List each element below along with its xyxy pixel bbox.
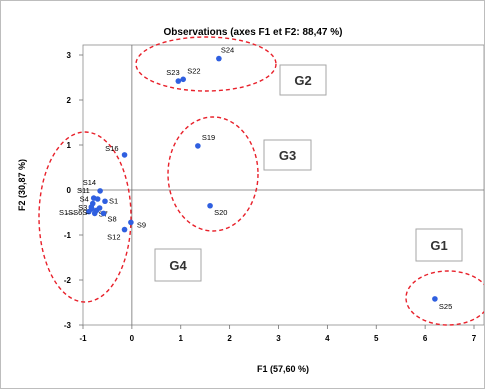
x-tick-label: 7 bbox=[472, 334, 477, 343]
group-annotations: G2 G3 G4 G1 bbox=[38, 36, 484, 326]
y-tick-label: -2 bbox=[64, 276, 72, 285]
data-point bbox=[207, 202, 213, 209]
point-label: S23 bbox=[166, 68, 179, 77]
group-ellipse bbox=[135, 36, 277, 92]
x-axis-title: F1 (57,60 %) bbox=[257, 364, 309, 374]
point-label: S8 bbox=[108, 214, 117, 223]
point-label: S3 bbox=[78, 203, 87, 212]
data-point bbox=[97, 188, 103, 194]
x-tick-label: 6 bbox=[423, 334, 428, 343]
point-label: S20 bbox=[214, 208, 227, 217]
x-tick-label: 2 bbox=[227, 334, 232, 343]
y-axis-title: F2 (30,87 %) bbox=[17, 159, 27, 211]
data-point bbox=[175, 78, 182, 84]
group-ellipse bbox=[405, 270, 484, 326]
point-label: S25 bbox=[439, 302, 452, 311]
data-point bbox=[94, 196, 101, 202]
y-tick-label: 2 bbox=[67, 96, 72, 105]
point-label: S12 bbox=[107, 233, 120, 242]
data-point bbox=[102, 198, 108, 205]
data-point bbox=[91, 210, 98, 217]
point-label: S16 bbox=[105, 144, 118, 153]
group-label-box bbox=[154, 248, 202, 282]
plot-area: -1 0 1 2 3 4 5 6 7 -3 -2 -1 0 1 2 3 bbox=[64, 44, 484, 343]
point-label: S9 bbox=[137, 220, 146, 229]
group-ellipse bbox=[38, 131, 132, 303]
point-label: S11 bbox=[77, 186, 90, 195]
data-point bbox=[180, 76, 186, 83]
group-label: G4 bbox=[169, 258, 187, 273]
group-label-box bbox=[279, 64, 327, 96]
point-label: S1 bbox=[109, 196, 118, 205]
point-label: S4 bbox=[80, 195, 89, 204]
data-points: S24S23S22S19S16S20S25S14S11S1S4S3S7S8S12… bbox=[59, 46, 452, 311]
data-point bbox=[96, 205, 103, 211]
x-tick-label: 0 bbox=[130, 334, 135, 343]
group-label: G1 bbox=[430, 238, 447, 253]
data-point bbox=[121, 152, 128, 158]
x-tick-label: -1 bbox=[79, 334, 87, 343]
x-tick-label: 1 bbox=[179, 334, 184, 343]
group-label: G2 bbox=[294, 73, 311, 88]
x-tick-label: 4 bbox=[325, 334, 330, 343]
x-tick-label: 5 bbox=[374, 334, 379, 343]
point-label: S24 bbox=[221, 46, 234, 55]
point-label: S14 bbox=[83, 178, 96, 187]
data-point bbox=[432, 296, 438, 302]
y-tick-label: -3 bbox=[64, 321, 72, 330]
data-point bbox=[86, 208, 92, 215]
x-tick-label: 3 bbox=[276, 334, 281, 343]
y-tick-label: 1 bbox=[67, 141, 72, 150]
point-label: S19 bbox=[202, 133, 215, 142]
group-label: G3 bbox=[279, 148, 296, 163]
plot-border bbox=[82, 44, 484, 326]
y-tick-label: 3 bbox=[67, 51, 72, 60]
data-point bbox=[216, 55, 222, 62]
group-ellipse bbox=[167, 116, 259, 232]
y-tick-label: -1 bbox=[64, 231, 72, 240]
group-label-box bbox=[415, 228, 463, 262]
data-point bbox=[121, 226, 128, 233]
point-label: S22 bbox=[187, 66, 200, 75]
data-point bbox=[128, 219, 134, 226]
y-tick-label: 0 bbox=[67, 186, 72, 195]
group-label-box bbox=[263, 139, 312, 171]
chart-title: Observations (axes F1 et F2: 88,47 %) bbox=[164, 27, 343, 38]
data-point bbox=[195, 143, 201, 149]
dense-cluster-label: S1̶S̶S6S̶ bbox=[59, 208, 90, 217]
data-point bbox=[100, 210, 107, 217]
